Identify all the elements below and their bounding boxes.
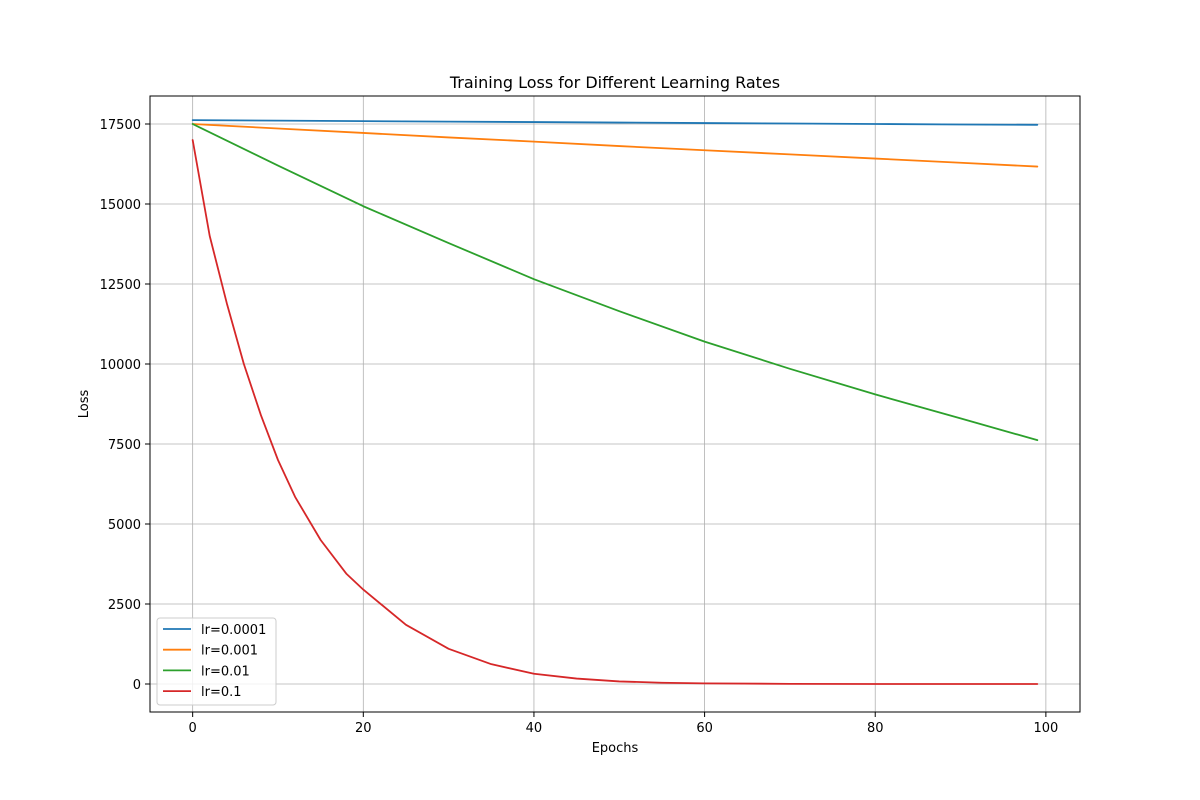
chart-title: Training Loss for Different Learning Rat…	[449, 73, 780, 92]
y-tick-label: 17500	[100, 118, 141, 133]
x-tick-label: 0	[189, 721, 197, 736]
series-lines	[191, 119, 1039, 685]
legend-label: lr=0.001	[201, 644, 258, 659]
x-tick-label: 20	[355, 721, 372, 736]
legend-box	[156, 617, 277, 706]
series-line-0	[191, 119, 1039, 126]
y-tick-label: 5000	[108, 518, 141, 533]
legend-label: lr=0.1	[201, 685, 242, 700]
grid	[150, 96, 1080, 712]
y-tick-label: 15000	[100, 198, 141, 213]
legend: lr=0.0001 lr=0.001 lr=0.01 lr=0.1	[156, 617, 277, 706]
x-axis-label: Epochs	[592, 741, 639, 756]
legend-label: lr=0.01	[201, 664, 250, 679]
series-line-3	[191, 139, 1039, 685]
ticks: 0 20 40 60 80 100 0 2500 5000 7500 10000 12500 15000…	[100, 118, 1059, 736]
series-line-2	[191, 123, 1039, 442]
y-tick-label: 2500	[108, 598, 141, 613]
y-axis-label: Loss	[77, 390, 92, 419]
plot-frame	[149, 95, 1081, 713]
x-tick-label: 100	[1033, 721, 1058, 736]
x-tick-label: 80	[867, 721, 884, 736]
legend-label: lr=0.0001	[201, 623, 266, 638]
series-line-1	[191, 123, 1039, 168]
x-tick-label: 40	[526, 721, 543, 736]
y-tick-label: 10000	[100, 358, 141, 373]
y-tick-label: 12500	[100, 278, 141, 293]
y-tick-label: 7500	[108, 438, 141, 453]
x-tick-label: 60	[696, 721, 713, 736]
y-tick-label: 0	[133, 678, 141, 693]
